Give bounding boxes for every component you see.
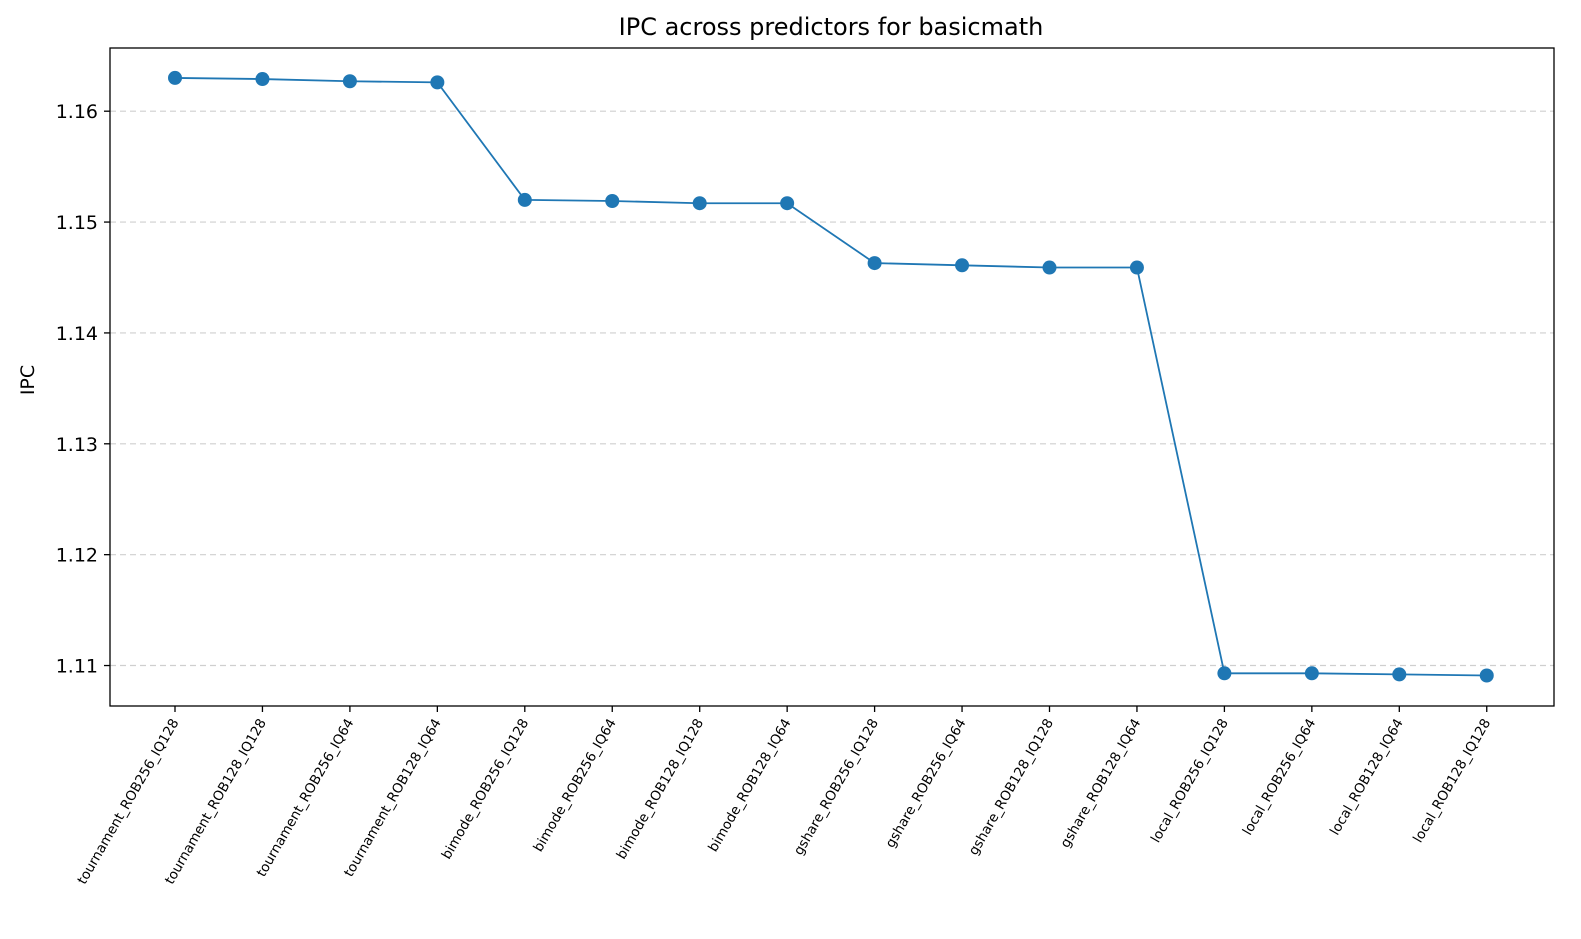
data-point — [1479, 668, 1494, 683]
data-point — [342, 74, 357, 89]
data-point — [1129, 260, 1144, 275]
data-point — [780, 196, 795, 211]
data-point — [430, 75, 445, 90]
chart-title: IPC across predictors for basicmath — [619, 13, 1044, 41]
y-tick-label: 1.14 — [56, 323, 98, 345]
data-point — [605, 193, 620, 208]
data-point — [1042, 260, 1057, 275]
data-point — [955, 258, 970, 273]
y-tick-label: 1.16 — [56, 101, 98, 123]
data-point — [255, 72, 270, 87]
series-line — [174, 77, 1487, 677]
data-point — [867, 256, 882, 271]
y-tick-label: 1.13 — [56, 434, 98, 456]
y-tick-label: 1.11 — [56, 656, 98, 678]
series-ipc — [168, 70, 1494, 683]
plot-frame — [109, 47, 1555, 707]
y-axis-label: IPC — [17, 365, 39, 395]
y-tick-label: 1.12 — [56, 545, 98, 567]
gridlines — [110, 110, 1554, 667]
data-point — [168, 70, 182, 85]
y-tick-label: 1.15 — [56, 212, 98, 234]
data-point — [1304, 666, 1319, 681]
data-point — [692, 196, 707, 211]
data-point — [1217, 666, 1232, 681]
data-point — [517, 192, 532, 207]
data-point — [1392, 667, 1407, 682]
